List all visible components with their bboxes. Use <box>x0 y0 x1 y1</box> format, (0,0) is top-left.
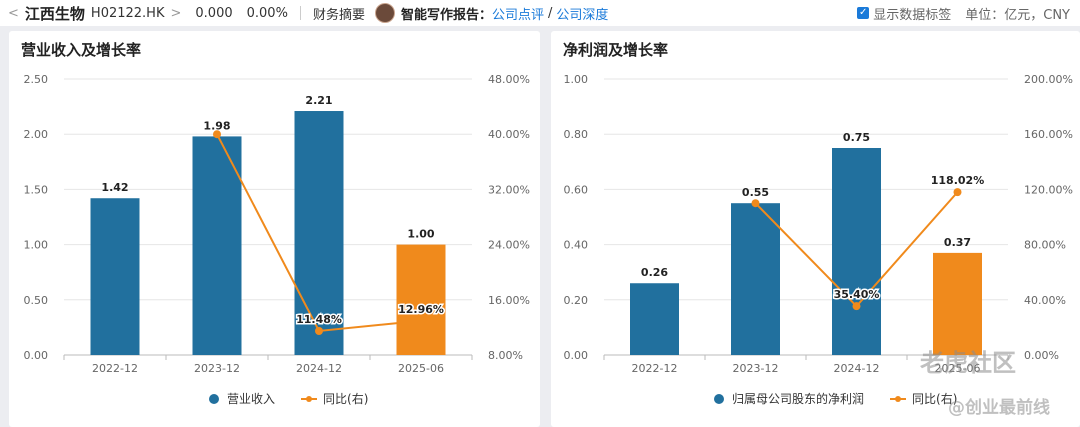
y-tick-label: 1.50 <box>24 183 49 196</box>
y-tick-label: 2.00 <box>24 128 49 141</box>
bar-value-label: 1.42 <box>101 181 128 194</box>
growth-point <box>417 316 425 325</box>
y2-tick-label: 120.00% <box>1024 183 1073 196</box>
revenue-legend: 营业收入 同比(右) <box>209 390 368 407</box>
growth-value-label: 118.02% <box>931 174 984 187</box>
y2-tick-label: 32.00% <box>488 183 530 196</box>
net-profit-chart-title: 净利润及增长率 <box>563 41 669 59</box>
y2-tick-label: 48.00% <box>488 73 530 86</box>
y2-tick-label: 200.00% <box>1024 73 1073 86</box>
x-tick-label: 2023-12 <box>194 362 240 375</box>
back-icon[interactable]: < <box>8 5 19 21</box>
legend-line-label[interactable]: 同比(右) <box>912 392 958 406</box>
unit-label: 单位：亿元，CNY <box>965 7 1070 23</box>
x-tick-label: 2024-12 <box>296 362 342 375</box>
stock-name: 江西生物 <box>24 4 85 23</box>
x-tick-label: 2025-06 <box>398 362 444 375</box>
y-tick-label: 2.50 <box>24 73 49 86</box>
bar-value-label: 0.37 <box>944 236 971 249</box>
watermark-author: @创业最前线 <box>948 398 1050 418</box>
show-labels-label[interactable]: 显示数据标签 <box>873 7 952 23</box>
y-tick-label: 0.50 <box>24 294 49 307</box>
stock-code: H02122.HK <box>90 5 165 21</box>
y2-tick-label: 24.00% <box>488 239 530 252</box>
x-tick-label: 2024-12 <box>834 362 880 375</box>
x-tick-label: 2025-06 <box>935 362 981 375</box>
legend-bar-swatch <box>209 393 219 404</box>
revenue-chart-title: 营业收入及增长率 <box>21 41 142 59</box>
x-tick-label: 2022-12 <box>92 362 138 375</box>
revenue-panel: 营业收入及增长率 0.00 8.00% 0.50 16.00% 1.00 24.00% 1.… <box>9 31 540 427</box>
revenue-chart: 0.00 8.00% 0.50 16.00% 1.00 24.00% 1.50 32.00% 2… <box>24 73 530 375</box>
growth-value-label: 11.48% <box>296 313 342 326</box>
growth-value-label: 35.40% <box>834 288 880 301</box>
y-tick-label: 0.60 <box>564 183 589 196</box>
checkbox-checked-icon[interactable]: ✓ <box>857 7 870 19</box>
divider <box>299 6 301 20</box>
financial-summary-tab[interactable]: 财务摘要 <box>312 7 365 23</box>
growth-point <box>953 188 962 197</box>
legend-bar-label[interactable]: 归属母公司股东的净利润 <box>732 392 865 406</box>
legend-bar-label[interactable]: 营业收入 <box>227 392 276 406</box>
bar <box>396 244 446 355</box>
y2-tick-label: 160.00% <box>1024 128 1073 141</box>
bar <box>630 283 679 355</box>
bar-value-label: 2.21 <box>305 94 332 107</box>
header-bar: < 江西生物 H02122.HK > 0.000 0.00% 财务摘要 智能写作… <box>0 0 1080 26</box>
growth-point <box>852 302 861 311</box>
link-separator: / <box>547 5 553 21</box>
legend-line-swatch <box>890 394 907 404</box>
net-profit-chart: 0.00 0.00% 0.20 40.00% 0.40 80.00% 0.60 120.00%… <box>564 73 1073 375</box>
bar <box>832 148 881 355</box>
legend-line-label[interactable]: 同比(右) <box>323 392 369 406</box>
x-tick-label: 2023-12 <box>733 362 779 375</box>
report-label: 智能写作报告： <box>400 7 492 23</box>
y2-tick-label: 40.00% <box>488 128 530 141</box>
bar <box>933 252 982 355</box>
y-tick-label: 1.00 <box>564 73 589 86</box>
bar <box>731 203 780 355</box>
legend-line-swatch <box>301 394 318 404</box>
y-tick-label: 0.00 <box>24 349 49 362</box>
growth-point <box>315 326 323 335</box>
y-tick-label: 0.40 <box>564 239 589 252</box>
growth-point <box>213 130 221 139</box>
bar <box>294 111 344 356</box>
y2-tick-label: 80.00% <box>1024 239 1066 252</box>
net-profit-panel: 净利润及增长率 0.00 0.00% 0.20 40.00% 0.40 80.00% 0.6… <box>551 31 1080 427</box>
y2-tick-label: 16.00% <box>488 294 530 307</box>
company-depth-link[interactable]: 公司深度 <box>556 7 609 23</box>
chevron-right-icon[interactable]: > <box>170 5 182 21</box>
stock-price: 0.000 <box>195 5 233 21</box>
bar-value-label: 1.98 <box>203 119 230 132</box>
avatar <box>374 3 395 23</box>
growth-point <box>751 199 760 208</box>
legend-bar-swatch <box>714 393 724 404</box>
bar <box>192 136 242 355</box>
bar-value-label: 0.26 <box>641 266 668 279</box>
y2-tick-label: 40.00% <box>1024 294 1066 307</box>
header-right: ✓ 显示数据标签 单位：亿元，CNY <box>857 4 1070 23</box>
y-tick-label: 0.80 <box>564 128 589 141</box>
y2-tick-label: 0.00% <box>1024 349 1059 362</box>
bar-value-label: 0.75 <box>843 131 870 144</box>
y-tick-label: 1.00 <box>24 239 49 252</box>
x-tick-label: 2022-12 <box>632 362 678 375</box>
y2-tick-label: 8.00% <box>488 349 523 362</box>
y-tick-label: 0.20 <box>564 294 589 307</box>
company-review-link[interactable]: 公司点评 <box>491 7 544 23</box>
bar-value-label: 0.55 <box>742 186 769 199</box>
bar <box>90 198 140 355</box>
net-profit-legend: 归属母公司股东的净利润 同比(右) <box>714 390 957 407</box>
stock-change: 0.00% <box>246 5 288 21</box>
watermark-brand: 老虎社区 <box>920 349 1016 377</box>
growth-value-label: 12.96% <box>398 303 444 316</box>
y-tick-label: 0.00 <box>564 349 589 362</box>
bar-value-label: 1.00 <box>407 228 434 241</box>
